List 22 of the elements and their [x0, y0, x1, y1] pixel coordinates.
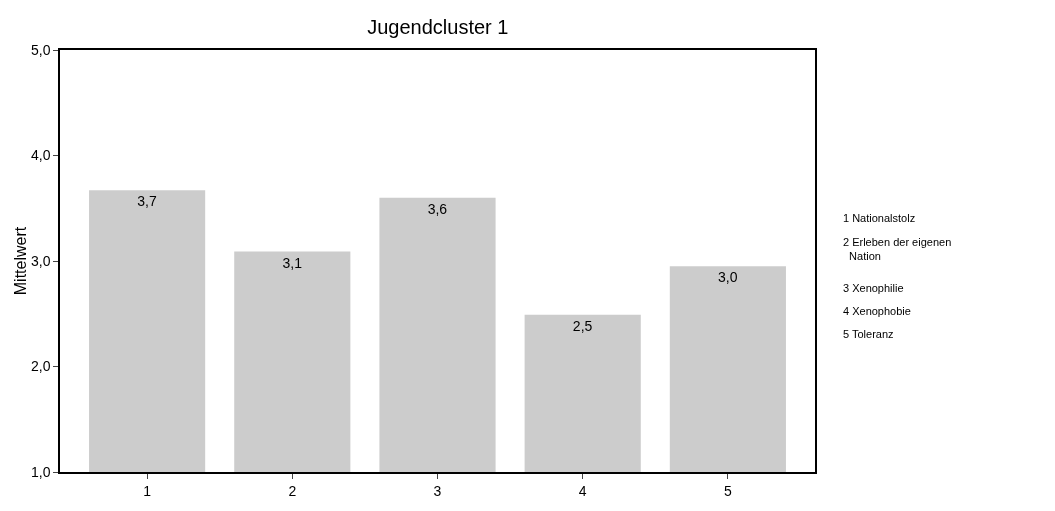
- y-tick-label: 5,0: [30, 41, 51, 58]
- y-tick-label: 2,0: [30, 358, 51, 375]
- chart-title: Jugendcluster 1: [367, 16, 509, 39]
- text: 4 Xenophobie: [843, 305, 911, 317]
- y-axis-title: Mittelwert: [12, 226, 30, 296]
- text: 5 Toleranz: [843, 328, 894, 340]
- x-tick-label: 1: [143, 482, 152, 499]
- text: 2 Erleben der eigenen Nation: [843, 236, 952, 263]
- data-label: 3,1: [282, 254, 303, 271]
- y-tick-label: 1,0: [30, 463, 51, 480]
- y-tick-label: 4,0: [30, 147, 51, 164]
- y-tick-label: 3,0: [30, 252, 51, 269]
- data-label: 3,0: [718, 269, 738, 286]
- text: 1 Nationalstolz: [843, 212, 916, 224]
- data-label: 3,7: [137, 193, 157, 210]
- x-tick-label: 4: [578, 482, 587, 499]
- data-label: 2,5: [572, 317, 593, 334]
- x-tick-label: 3: [433, 482, 442, 499]
- data-label: 3,6: [427, 200, 448, 217]
- text: 3 Xenophilie: [843, 282, 904, 294]
- x-tick-label: 5: [723, 482, 732, 499]
- x-tick-label: 2: [288, 482, 297, 499]
